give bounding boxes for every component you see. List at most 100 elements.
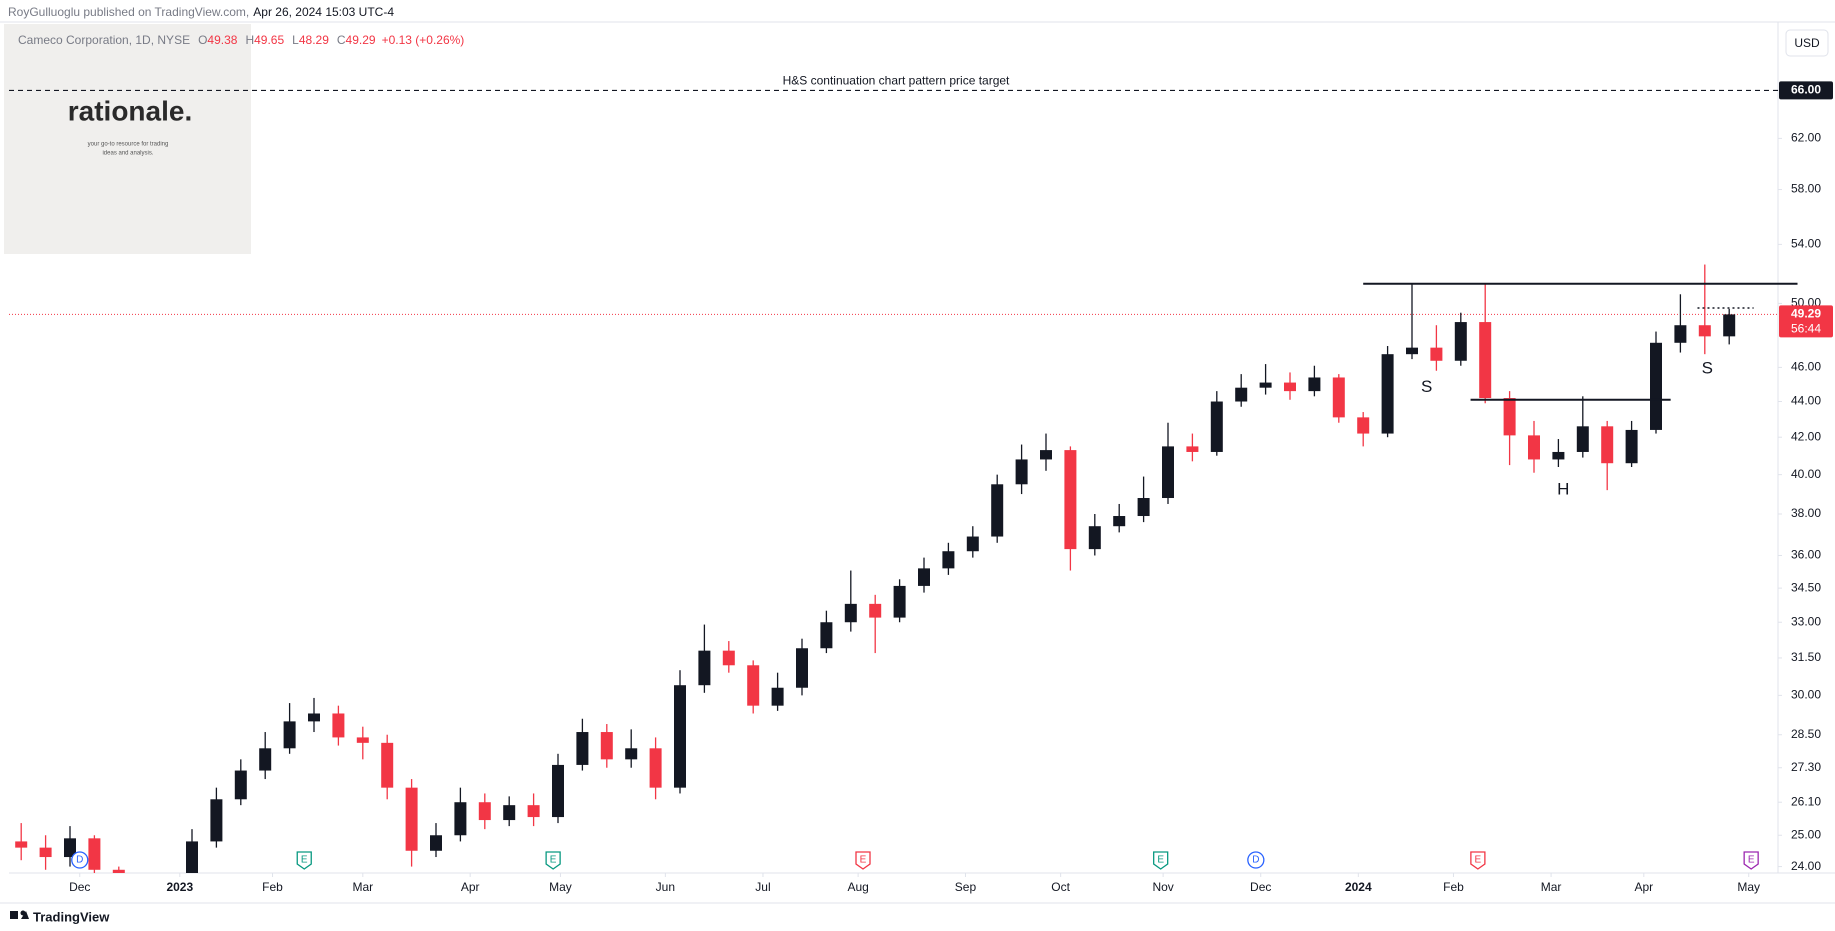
currency-button[interactable] — [1785, 29, 1829, 57]
publisher-line: RoyGulluoglu published on TradingView.co… — [8, 5, 394, 19]
candle-body — [552, 764, 564, 818]
x-tick-label: Sep — [955, 880, 977, 894]
candle-body — [308, 713, 320, 722]
candle-body — [430, 835, 442, 851]
x-tick-label: 2024 — [1345, 880, 1372, 894]
quote-value: 49.65 — [254, 33, 284, 47]
publisher: RoyGulluoglu published on TradingView.co… — [8, 5, 249, 19]
x-tick-label: Oct — [1051, 880, 1070, 894]
event-marker — [1743, 851, 1759, 870]
candle-body — [64, 838, 76, 858]
candle-body — [674, 685, 686, 788]
candle-body — [478, 802, 491, 821]
candle-body — [698, 650, 711, 686]
quote-value: 49.29 — [346, 33, 376, 47]
candle-body — [1357, 417, 1370, 434]
candle-body — [1601, 426, 1614, 464]
footer-logo — [10, 910, 29, 919]
target-price-label: 66.00 — [1791, 83, 1821, 97]
candle-body — [381, 742, 394, 788]
candle-body — [356, 737, 369, 743]
x-tick-label: May — [549, 880, 572, 894]
candle-body — [1625, 429, 1638, 464]
x-tick-label: Nov — [1152, 880, 1173, 894]
event-marker — [1470, 851, 1486, 870]
logo: rationale. — [68, 95, 192, 126]
candle-body — [747, 665, 760, 706]
candle-body — [600, 732, 613, 760]
candle-body — [1040, 450, 1052, 460]
quote-key: H — [245, 33, 254, 47]
y-tick-label: 26.10 — [1791, 794, 1821, 808]
candle-body — [1479, 322, 1492, 399]
currency[interactable]: USD — [1794, 36, 1820, 50]
quote-key: L — [292, 33, 299, 47]
event-label: E — [550, 855, 557, 866]
candle-body — [649, 748, 662, 788]
event-marker — [1153, 851, 1169, 870]
candle-body — [283, 721, 296, 749]
y-tick-label: 28.50 — [1791, 727, 1821, 741]
x-tick-label: Dec — [1250, 880, 1271, 894]
candle-body — [918, 568, 930, 586]
x-tick-label: Feb — [1443, 880, 1464, 894]
candle-body — [1528, 435, 1540, 460]
event-marker — [296, 851, 312, 870]
x-tick-label: Jul — [755, 880, 770, 894]
pattern-label: S — [1421, 377, 1432, 396]
logo-box — [4, 24, 251, 254]
quote-change: +0.13 (+0.26%) — [382, 33, 465, 47]
candle-body — [1284, 382, 1296, 392]
event-marker — [1247, 851, 1265, 869]
candle-body — [1235, 387, 1248, 402]
last-price-label: 49.29 — [1791, 307, 1821, 321]
candle-body — [332, 713, 345, 738]
x-tick-label: 2023 — [166, 880, 193, 894]
candle-body — [1698, 325, 1711, 337]
candle-body — [15, 841, 28, 848]
candle-body — [503, 805, 516, 821]
y-tick-label: 36.00 — [1791, 548, 1821, 562]
candle-body — [1552, 451, 1565, 460]
y-tick-label: 27.30 — [1791, 760, 1821, 774]
candle-body — [1576, 426, 1589, 452]
y-tick-label: 33.00 — [1791, 614, 1821, 628]
candle-body — [991, 484, 1004, 537]
candle-body — [820, 622, 833, 649]
countdown: 56:44 — [1791, 322, 1821, 336]
candle-body — [625, 748, 638, 760]
candle-body — [112, 869, 125, 873]
event-label: E — [1475, 855, 1482, 866]
candle-body — [210, 799, 223, 842]
candle-body — [1137, 498, 1150, 517]
x-tick-label: Dec — [69, 880, 90, 894]
candle-body — [454, 802, 467, 836]
candle-body — [893, 585, 906, 618]
candle-body — [1503, 398, 1516, 436]
candle-body — [869, 603, 882, 618]
y-tick-label: 44.00 — [1791, 394, 1821, 408]
target-text: H&S continuation chart pattern price tar… — [783, 74, 1010, 88]
event-marker — [71, 851, 89, 869]
quote-key: C — [337, 33, 346, 47]
y-tick-label: 54.00 — [1791, 237, 1821, 251]
candle-body — [405, 787, 418, 851]
candle-body — [1381, 354, 1394, 434]
footer-brand: TradingView — [33, 909, 110, 924]
x-tick-label: Mar — [352, 880, 373, 894]
event-label: E — [860, 855, 867, 866]
candle-body — [527, 805, 540, 818]
quote-key: O — [198, 33, 207, 47]
event-marker — [545, 851, 561, 870]
target-price-box — [1779, 81, 1833, 100]
y-tick-label: 31.50 — [1791, 650, 1821, 664]
y-tick-label: 58.00 — [1791, 182, 1821, 196]
candle-body — [259, 748, 272, 771]
plot-area — [15, 264, 1736, 873]
candle-body — [942, 551, 955, 569]
y-tick-label: 34.50 — [1791, 580, 1821, 594]
candle-body — [844, 603, 857, 623]
candle-body — [1259, 382, 1272, 388]
